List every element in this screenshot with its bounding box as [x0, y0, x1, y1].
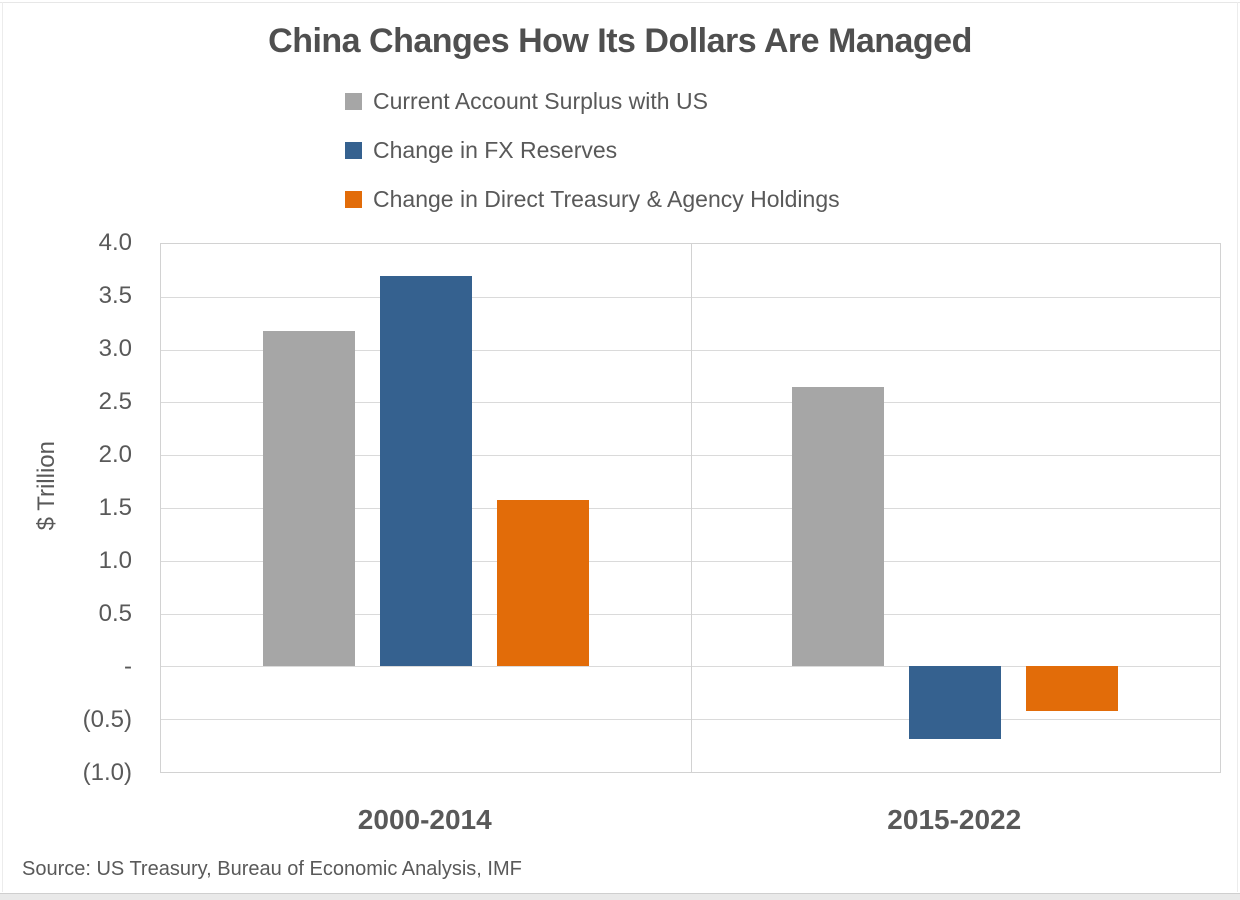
- category-divider-gridline: [690, 244, 692, 772]
- y-tick-label: 3.0: [98, 335, 132, 362]
- legend-item: Change in Direct Treasury & Agency Holdi…: [345, 186, 840, 213]
- y-axis-tick-labels: 4.0 3.5 3.0 2.5 2.0 1.5 1.0 0.5 - (0.5) (1.0): [0, 229, 132, 786]
- source-note: Source: US Treasury, Bureau of Economic …: [22, 858, 522, 880]
- y-tick-label: (0.5): [82, 706, 132, 733]
- bar: [262, 330, 355, 667]
- y-tick-label: (1.0): [82, 759, 132, 786]
- plot-area: [160, 243, 1221, 773]
- legend-label: Change in Direct Treasury & Agency Holdi…: [373, 186, 840, 212]
- bar: [909, 666, 1002, 740]
- y-tick-label: 1.5: [98, 494, 132, 521]
- legend-item: Change in FX Reserves: [345, 137, 840, 164]
- y-tick-label: 2.5: [98, 388, 132, 415]
- legend-swatch: [345, 142, 362, 159]
- bottom-strip: [0, 893, 1240, 900]
- y-tick-label: 2.0: [98, 441, 132, 468]
- x-category-label: 2015-2022: [887, 804, 1022, 835]
- x-axis-category-labels: 2000-2014 2015-2022: [160, 804, 1221, 844]
- y-tick-label: 0.5: [98, 600, 132, 627]
- legend-label: Change in FX Reserves: [373, 137, 618, 163]
- bar: [792, 386, 885, 667]
- image-top-edge: [0, 2, 1240, 3]
- image-left-edge: [2, 2, 3, 892]
- legend-swatch: [345, 93, 362, 110]
- image-right-edge: [1237, 2, 1238, 892]
- bar: [496, 499, 589, 667]
- legend-label: Current Account Surplus with US: [373, 88, 708, 114]
- legend: Current Account Surplus with US Change in…: [345, 88, 840, 213]
- x-category-label: 2000-2014: [357, 804, 492, 835]
- chart-title: China Changes How Its Dollars Are Manage…: [268, 22, 972, 60]
- bar: [1026, 666, 1119, 711]
- legend-swatch: [345, 191, 362, 208]
- legend-item: Current Account Surplus with US: [345, 88, 840, 115]
- y-tick-label: -: [124, 653, 132, 680]
- y-tick-label: 1.0: [98, 547, 132, 574]
- y-tick-label: 3.5: [98, 282, 132, 309]
- y-tick-label: 4.0: [98, 229, 132, 256]
- bar: [379, 275, 472, 667]
